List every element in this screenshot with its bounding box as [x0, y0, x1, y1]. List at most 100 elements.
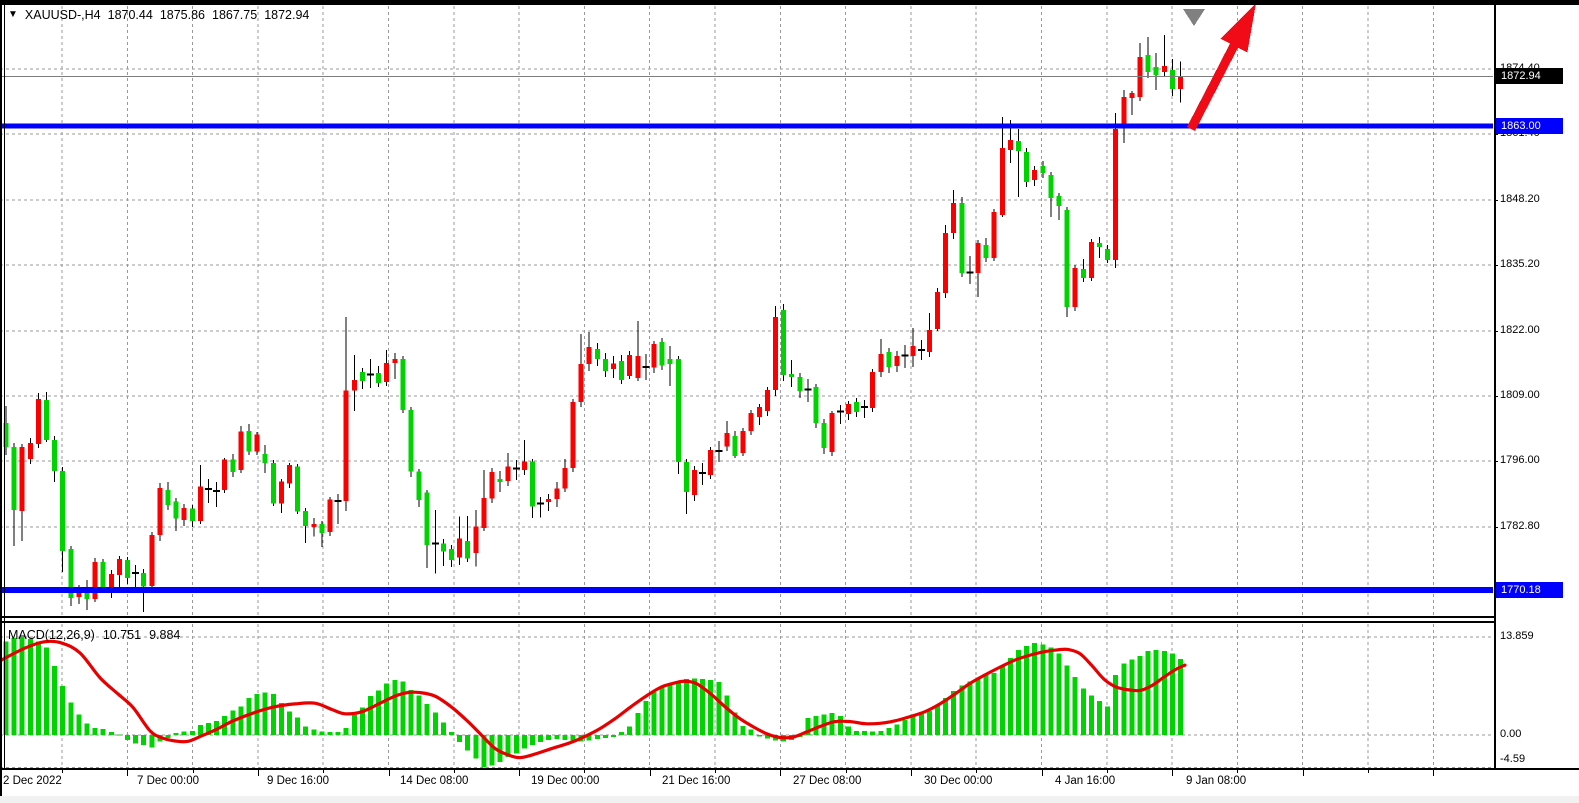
- macd-histogram-bar: [1007, 657, 1013, 735]
- macd-histogram-bar: [238, 706, 244, 735]
- down-triangle-marker[interactable]: [1183, 9, 1205, 26]
- macd-histogram-bar: [311, 729, 317, 735]
- macd-histogram-bar: [659, 687, 665, 735]
- bull-candle: [635, 356, 641, 378]
- macd-histogram-bar: [975, 677, 981, 735]
- bull-candle: [238, 431, 244, 470]
- trend-arrow-shaft[interactable]: [1187, 38, 1241, 132]
- bear-candle: [530, 461, 535, 507]
- bull-candle: [546, 499, 552, 502]
- bull-candle: [1129, 93, 1135, 98]
- bull-candle: [343, 390, 349, 501]
- price-tick-label: 1796.00: [1500, 454, 1540, 466]
- time-tick-mark: [1368, 770, 1369, 773]
- doji-candle: [512, 467, 520, 470]
- bear-candle: [1105, 249, 1111, 260]
- macd-histogram-bar: [465, 735, 471, 751]
- bull-candle: [1161, 66, 1167, 72]
- bear-candle: [416, 471, 422, 500]
- level-price-badge: 1770.18: [1496, 582, 1563, 599]
- high-value: 1875.86: [159, 8, 205, 22]
- macd-histogram-bar: [76, 714, 82, 735]
- macd-histogram-bar: [764, 735, 770, 739]
- price-tick-mark: [1494, 461, 1498, 462]
- macd-histogram-bar: [1064, 665, 1070, 735]
- macd-histogram-bar: [740, 725, 746, 735]
- bear-candle: [100, 562, 106, 588]
- doji-candle: [205, 488, 212, 490]
- bear-candle: [262, 454, 268, 463]
- price-tick-mark: [1494, 134, 1498, 135]
- macd-histogram-bar: [1040, 644, 1046, 735]
- bear-candle: [465, 541, 471, 559]
- open-value: 1870.44: [107, 8, 153, 22]
- bull-candle: [870, 372, 876, 408]
- bull-candle: [222, 459, 228, 490]
- macd-histogram-bar: [432, 712, 438, 735]
- macd-histogram-bar: [206, 722, 211, 735]
- macd-histogram-bar: [1016, 650, 1021, 735]
- doji-candle: [901, 354, 909, 357]
- price-tick-mark: [1494, 200, 1498, 201]
- bear-candle: [667, 359, 673, 364]
- bull-candle: [157, 488, 163, 535]
- macd-histogram-bar: [505, 735, 511, 757]
- macd-histogram-bar: [935, 705, 940, 735]
- macd-histogram-bar: [813, 715, 819, 735]
- macd-histogram-bar: [854, 730, 859, 735]
- macd-histogram-bar: [424, 703, 430, 735]
- macd-histogram-bar: [351, 715, 357, 735]
- macd-histogram-bar: [497, 735, 503, 762]
- horizontal-level-line-1770.18[interactable]: [0, 587, 1493, 594]
- price-tick-mark: [1494, 265, 1498, 266]
- doji-candle: [213, 490, 221, 492]
- doji-candle: [699, 472, 707, 474]
- doji-candle: [132, 572, 140, 574]
- macd-histogram-bar: [319, 731, 325, 735]
- bull-candle: [878, 354, 884, 372]
- time-tick-mark: [519, 770, 521, 776]
- bull-candle: [505, 466, 511, 481]
- bull-candle: [473, 526, 479, 553]
- time-tick-mark: [910, 770, 912, 776]
- macd-histogram-bar: [594, 735, 600, 740]
- bear-candle: [359, 372, 365, 381]
- bull-candle: [351, 380, 357, 391]
- macd-histogram-bar: [692, 678, 697, 735]
- trend-arrow-head[interactable]: [1220, 3, 1256, 53]
- macd-histogram-bar: [1113, 674, 1119, 735]
- bull-candle: [254, 434, 260, 452]
- bull-candle: [116, 559, 122, 575]
- macd-histogram-bar: [586, 735, 592, 741]
- bull-candle: [1113, 129, 1119, 260]
- macd-histogram-bar: [513, 735, 519, 754]
- bull-candle: [943, 233, 949, 293]
- panel-separator[interactable]: [0, 616, 1494, 618]
- bear-candle: [60, 471, 66, 551]
- symbol-dropdown-icon[interactable]: ▼: [8, 9, 18, 20]
- bear-candle: [1064, 210, 1070, 307]
- bull-candle: [773, 317, 778, 390]
- macd-histogram-bar: [1072, 677, 1078, 735]
- macd-histogram-bar: [125, 735, 130, 740]
- horizontal-level-line-1863.00[interactable]: [0, 123, 1493, 129]
- macd-histogram-bar: [84, 723, 90, 735]
- bear-candle: [52, 440, 58, 471]
- bear-candle: [602, 359, 608, 371]
- bull-candle: [829, 413, 835, 452]
- macd-histogram-bar: [1169, 653, 1175, 735]
- time-axis-label: 9 Jan 08:00: [1186, 775, 1247, 787]
- macd-histogram-bar: [562, 735, 568, 740]
- time-tick-mark: [257, 770, 259, 776]
- doji-candle: [917, 349, 925, 351]
- macd-histogram-bar: [700, 679, 706, 735]
- bull-candle: [149, 535, 155, 586]
- bear-candle: [295, 466, 301, 512]
- bull-candle: [1007, 140, 1013, 150]
- doji-candle: [642, 366, 650, 368]
- bear-candle: [1016, 141, 1021, 151]
- price-tick-label: 1809.00: [1500, 389, 1540, 401]
- bull-candle: [181, 508, 187, 520]
- macd-histogram-bar: [108, 732, 114, 735]
- bear-candle: [821, 423, 827, 448]
